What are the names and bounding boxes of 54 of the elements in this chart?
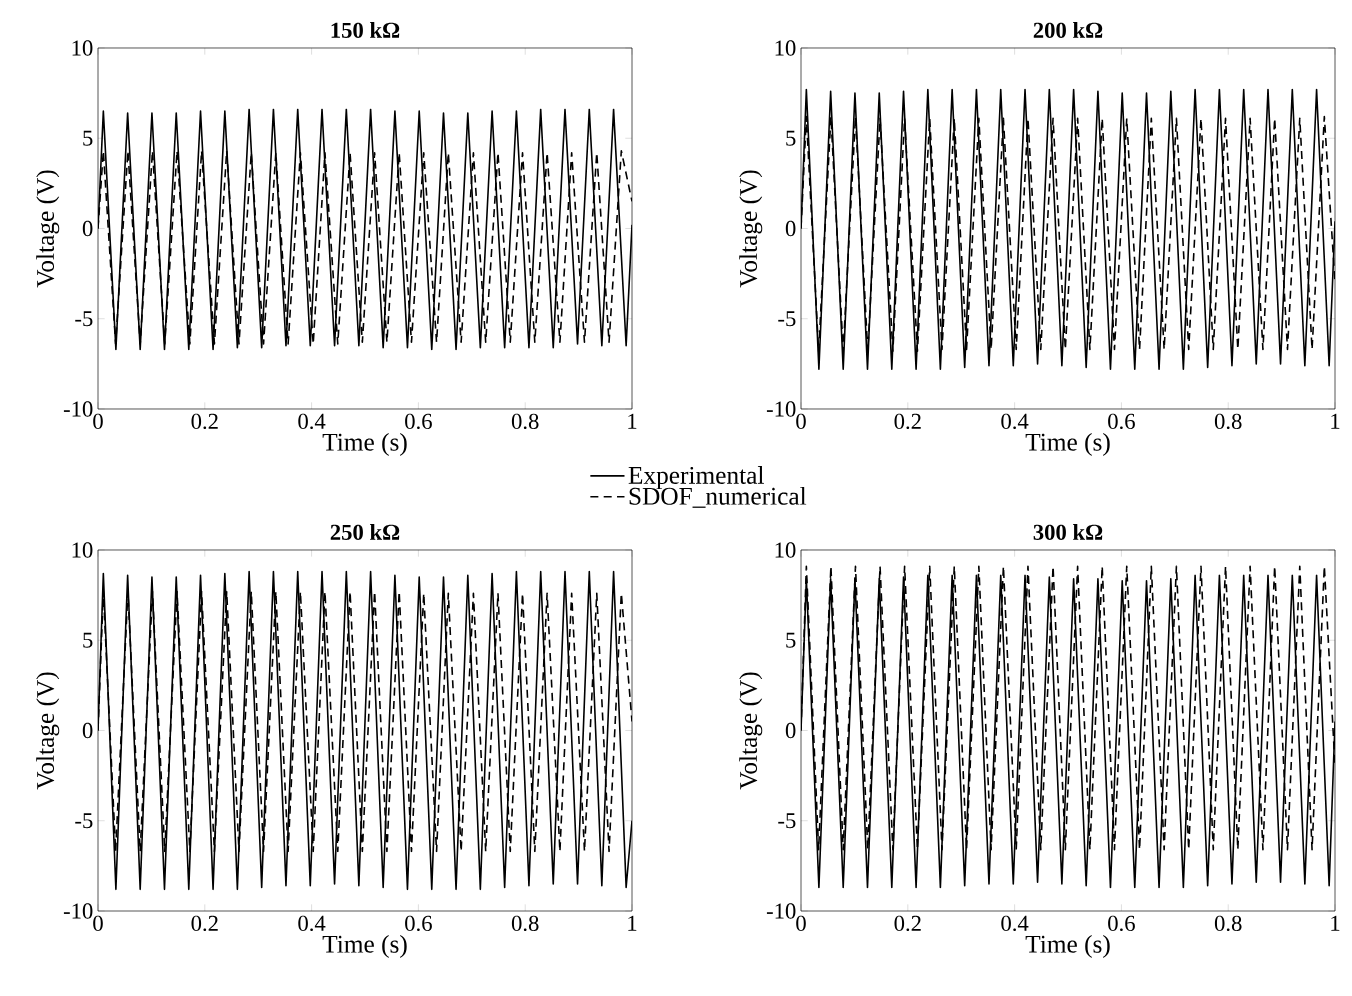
y-tick-label: 0 bbox=[785, 722, 796, 739]
y-tick-label: 10 bbox=[775, 40, 796, 56]
x-tick-label: 0.8 bbox=[511, 413, 539, 430]
x-tick-label: 0.6 bbox=[1108, 413, 1135, 430]
chart-title: 150 kΩ bbox=[331, 22, 400, 38]
x-axis-title: Time (s) bbox=[322, 934, 407, 958]
y-tick-label: -5 bbox=[778, 813, 796, 829]
y-tick-label: -5 bbox=[778, 311, 796, 327]
y-tick-label: 0 bbox=[82, 220, 93, 237]
x-tick-label: 1 bbox=[1331, 413, 1340, 429]
x-tick-label: 1 bbox=[1331, 915, 1340, 931]
y-tick-label: 10 bbox=[72, 542, 93, 558]
x-axis-title: Time (s) bbox=[1025, 432, 1110, 456]
x-tick-label: 0.8 bbox=[511, 915, 539, 932]
y-tick-label: -10 bbox=[766, 401, 796, 417]
chart-title: 300 kΩ bbox=[1033, 524, 1103, 540]
y-tick-label: -5 bbox=[75, 813, 93, 829]
x-tick-label: 0.6 bbox=[405, 413, 432, 430]
y-tick-label: -10 bbox=[63, 903, 93, 919]
x-tick-label: 0.4 bbox=[1001, 915, 1029, 932]
x-tick-label: 0.2 bbox=[894, 915, 921, 932]
x-tick-label: 0.8 bbox=[1214, 413, 1242, 430]
x-tick-label: 0.4 bbox=[1001, 413, 1029, 430]
y-axis-title: Voltage (V) bbox=[739, 672, 763, 790]
y-tick-label: 5 bbox=[83, 130, 93, 146]
y-tick-label: 10 bbox=[775, 542, 796, 558]
x-tick-label: 0.2 bbox=[191, 915, 218, 932]
chart-title: 200 kΩ bbox=[1033, 22, 1103, 38]
x-tick-label: 0.8 bbox=[1214, 915, 1242, 932]
x-tick-label: 0.6 bbox=[405, 915, 432, 932]
x-tick-label: 1 bbox=[628, 413, 637, 429]
x-tick-label: 0.4 bbox=[298, 413, 326, 430]
y-tick-label: 5 bbox=[786, 632, 796, 648]
x-tick-label: 0.2 bbox=[894, 413, 921, 430]
x-tick-label: 0.4 bbox=[298, 915, 326, 932]
y-tick-label: 0 bbox=[82, 722, 93, 739]
y-tick-label: 10 bbox=[72, 40, 93, 56]
x-tick-label: 1 bbox=[628, 915, 637, 931]
x-axis-title: Time (s) bbox=[1025, 934, 1110, 958]
y-tick-label: 5 bbox=[83, 632, 93, 648]
y-tick-label: 5 bbox=[786, 130, 796, 146]
legend-label: SDOF_numerical bbox=[629, 487, 807, 508]
y-tick-label: -5 bbox=[75, 311, 93, 327]
y-tick-label: 0 bbox=[785, 220, 796, 237]
y-axis-title: Voltage (V) bbox=[36, 672, 60, 790]
x-tick-label: 0.2 bbox=[191, 413, 218, 430]
legend-label: Experimental bbox=[628, 466, 764, 490]
y-tick-label: -10 bbox=[766, 903, 796, 919]
y-axis-title: Voltage (V) bbox=[739, 170, 763, 288]
y-axis-title: Voltage (V) bbox=[36, 170, 60, 288]
y-tick-label: -10 bbox=[63, 401, 93, 417]
x-tick-label: 0.6 bbox=[1108, 915, 1135, 932]
chart-title: 250 kΩ bbox=[330, 524, 400, 540]
x-axis-title: Time (s) bbox=[322, 432, 407, 456]
